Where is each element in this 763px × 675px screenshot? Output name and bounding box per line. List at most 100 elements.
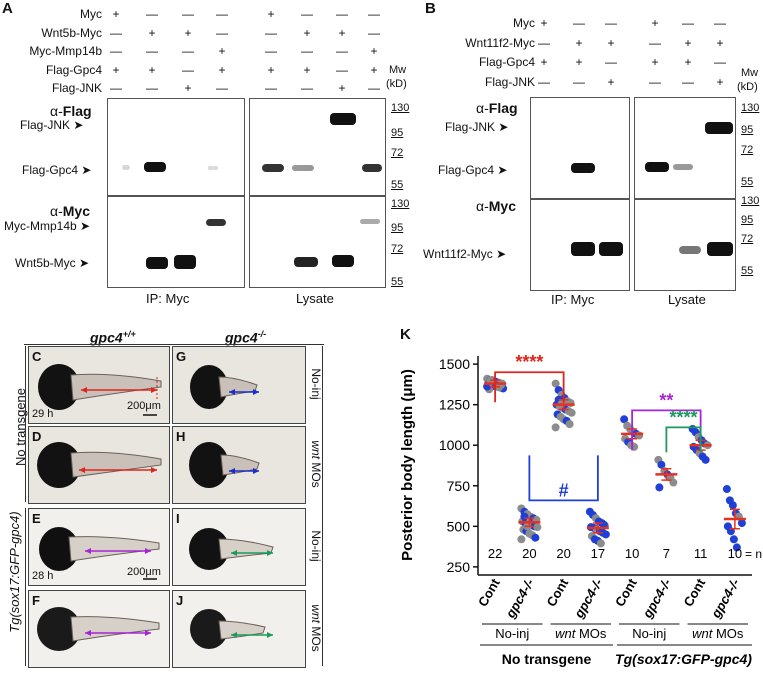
sign: + [684, 35, 692, 50]
panel-j-letter: J [176, 593, 184, 608]
data-point [728, 501, 737, 510]
data-point [596, 539, 605, 548]
embryo-panel-f: F [28, 590, 170, 668]
panel-k-letter: K [400, 326, 411, 343]
mw-tick-label: 130 [391, 198, 410, 210]
panel-a-flag-gpc4-label: Flag-Gpc4 ➤ [22, 163, 92, 177]
panel-h-letter: H [176, 429, 186, 444]
scale-label-top: 200μm [127, 400, 161, 412]
blot-band [262, 164, 284, 172]
panel-a-flag-probe: α-Flag [50, 103, 92, 119]
group-label-text: No-inj [632, 626, 666, 641]
sign: — [265, 81, 277, 95]
sign: + [112, 7, 120, 21]
sign: — [301, 81, 313, 95]
sign: + [540, 16, 548, 30]
sign: — [336, 44, 348, 58]
blot-band [292, 165, 314, 171]
panel-f-letter: F [32, 593, 40, 608]
sign: + [148, 62, 156, 77]
panel-b-lysate-myc-blot [634, 199, 736, 291]
y-tick-label: 500 [447, 518, 471, 534]
blot-band [360, 219, 380, 224]
embryo-panel-c: C 29 h 200μm [28, 346, 170, 424]
panel-b-flag-probe: α-Flag [476, 100, 518, 116]
panel-e-letter: E [32, 511, 41, 526]
sign: — [336, 7, 348, 21]
n-value: 20 [556, 546, 570, 561]
blot-band [571, 242, 595, 256]
panel-a-lysate-myc-blot [249, 196, 386, 288]
panel-b-letter: B [425, 0, 436, 17]
data-point [531, 533, 540, 542]
data-point [655, 483, 664, 492]
mw-tick-label: 72 [741, 233, 754, 245]
blot-band [599, 242, 623, 256]
panel-a-mw-header: Mw [389, 64, 407, 76]
mw-tick-label: 55 [741, 265, 754, 277]
sign: + [148, 25, 156, 40]
sign: + [370, 62, 378, 77]
embryo-panel-e: E 28 h 200μm [28, 508, 170, 586]
data-point [737, 519, 746, 528]
sign: — [368, 7, 380, 21]
group-label: No-inj [632, 626, 666, 641]
data-point [533, 523, 542, 532]
sign: + [218, 44, 226, 58]
blot-band [174, 255, 196, 269]
blot-band [330, 113, 356, 125]
group-label: wnt MOs [692, 626, 744, 641]
x-tick-label: gpc4-/- [502, 576, 537, 621]
panel-b-wnt11f2-myc-label: Wnt11f2-Myc ➤ [423, 247, 507, 261]
data-point [551, 423, 560, 432]
left-rule-2 [25, 508, 26, 666]
sign: — [714, 16, 726, 30]
n-suffix: = n [745, 547, 762, 561]
panel-b-flag-gpc4-label: Flag-Gpc4 ➤ [438, 163, 508, 177]
mw-tick-label: 72 [391, 147, 404, 159]
sign: + [184, 25, 192, 40]
data-point [657, 460, 666, 469]
panel-b-ip-myc-blot [530, 199, 630, 291]
panel-a-myc-mmp14b-label: Myc-Mmp14b ➤ [4, 219, 91, 233]
mw-tick-label: 72 [741, 144, 754, 156]
sign: — [368, 25, 380, 40]
sign: — [301, 44, 313, 58]
sign: — [538, 74, 550, 89]
col2-header: gpc4-/- [225, 329, 267, 346]
sign: + [540, 55, 548, 69]
sign: + [684, 55, 692, 69]
row-label: Flag-Gpc4 [478, 55, 535, 69]
group-label-text: MOs [712, 626, 744, 641]
sign: — [714, 55, 726, 69]
panel-a-flag-jnk-label: Flag-JNK ➤ [20, 118, 84, 132]
x-tick-label: Cont [475, 575, 503, 609]
row-label: Myc [513, 16, 535, 30]
panel-b-ip-flag-blot [530, 97, 630, 199]
blot-band [673, 164, 693, 170]
mw-tick-label: 55 [391, 276, 404, 288]
panel-a-mw-unit: (kD) [386, 78, 407, 90]
group-label-italic: wnt [692, 626, 714, 641]
panel-a-ip-myc-blot [107, 196, 245, 288]
mw-tick-label: 55 [741, 176, 754, 188]
sign: — [649, 74, 661, 89]
significance-label: # [559, 480, 569, 500]
row-label: Wnt5b-Myc [41, 25, 102, 40]
sign: — [682, 74, 694, 89]
sign: + [370, 44, 378, 58]
sign: — [649, 35, 661, 50]
blot-band [679, 246, 701, 254]
data-point [722, 485, 731, 494]
panel-a-myc-probe: α-Myc [50, 203, 90, 219]
panel-b-ip-label: IP: Myc [551, 292, 595, 307]
time-label-bottom: 28 h [32, 570, 54, 582]
panel-d-letter: D [32, 429, 42, 444]
sign: — [605, 55, 617, 69]
sign: — [146, 7, 158, 21]
significance-label: **** [515, 352, 543, 372]
significance-label: **** [669, 407, 697, 427]
sign: — [110, 44, 122, 58]
significance-label: ** [659, 390, 673, 410]
